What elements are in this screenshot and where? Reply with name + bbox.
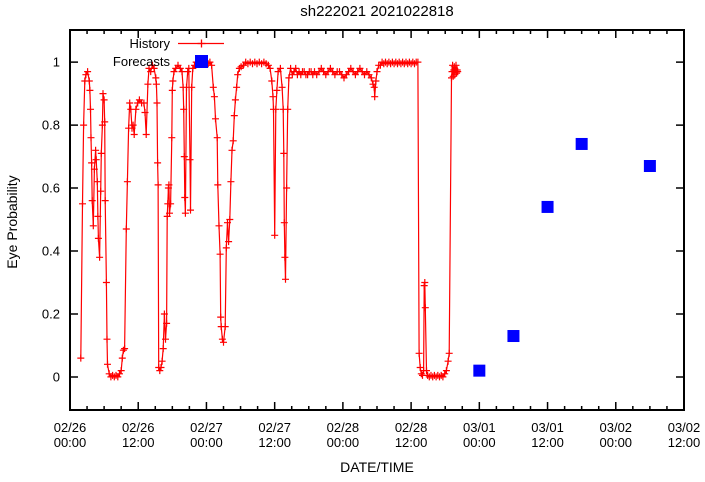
forecast-point xyxy=(643,160,656,173)
x-tick-label: 02/27 xyxy=(258,420,291,435)
y-tick-label: 0.8 xyxy=(42,118,60,133)
x-tick-label: 00:00 xyxy=(463,435,496,450)
x-tick-label: 00:00 xyxy=(327,435,360,450)
legend: History Forecasts xyxy=(113,36,224,69)
x-tick-label: 02/28 xyxy=(327,420,360,435)
x-tick-label: 02/26 xyxy=(54,420,87,435)
forecast-point xyxy=(473,364,486,377)
forecast-point xyxy=(507,330,520,343)
x-tick-label: 12:00 xyxy=(122,435,155,450)
y-axis-label: Eye Probability xyxy=(4,175,20,269)
x-tick-label: 12:00 xyxy=(668,435,701,450)
x-tick-label: 02/28 xyxy=(395,420,428,435)
x-tick-label: 03/02 xyxy=(600,420,633,435)
axis-ticks xyxy=(69,30,685,410)
legend-history-plus-icon xyxy=(197,39,206,48)
chart-title: sh222021 2021022818 xyxy=(300,3,454,20)
x-tick-label: 12:00 xyxy=(258,435,291,450)
x-tick-label: 03/02 xyxy=(668,420,701,435)
legend-history-label: History xyxy=(130,36,171,51)
history-plus-markers xyxy=(77,58,462,381)
y-tick-label: 0.2 xyxy=(42,306,60,321)
x-tick-label: 02/26 xyxy=(122,420,155,435)
y-tick-label: 0 xyxy=(53,369,60,384)
legend-forecasts-label: Forecasts xyxy=(113,54,171,69)
x-tick-label: 03/01 xyxy=(463,420,496,435)
y-tick-label: 0.4 xyxy=(42,244,60,259)
y-tick-label: 1 xyxy=(53,55,60,70)
forecast-point xyxy=(541,200,554,213)
x-tick-label: 12:00 xyxy=(531,435,564,450)
legend-forecasts-marker xyxy=(195,55,208,68)
y-tick-label: 0.6 xyxy=(42,181,60,196)
forecast-point xyxy=(575,137,588,150)
x-tick-label: 00:00 xyxy=(190,435,223,450)
x-axis-label: DATE/TIME xyxy=(340,459,414,475)
x-tick-label: 12:00 xyxy=(395,435,428,450)
x-tick-label: 00:00 xyxy=(54,435,87,450)
x-tick-label: 03/01 xyxy=(531,420,564,435)
x-tick-label: 00:00 xyxy=(600,435,633,450)
x-tick-label: 02/27 xyxy=(190,420,223,435)
